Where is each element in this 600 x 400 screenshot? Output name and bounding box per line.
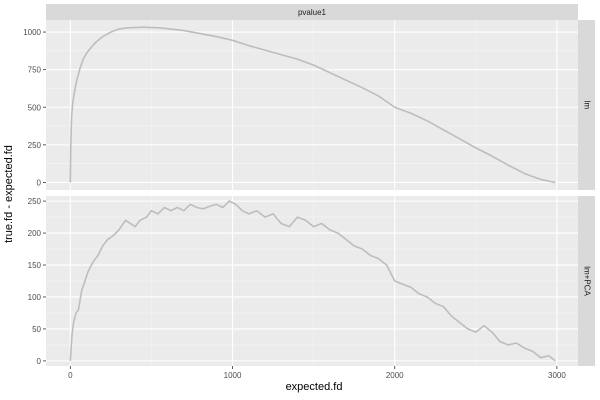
x-tick-label: 2000 [386,371,404,380]
y-tick-label: 1000 [23,28,41,37]
x-tick-label: 3000 [548,371,566,380]
y-tick-label: 250 [28,141,42,150]
panel-2: 0 50 100 150 200 250 lm+PCA 0 1000 2000 3000 [28,196,595,380]
y-tick-label: 500 [28,103,42,112]
row-strip [578,196,595,366]
row-strip-label: lm+PCA [582,266,591,296]
x-tick-label: 1000 [224,371,242,380]
panels-layer: pvalue1 0 250 500 750 1000 lm 0 50 100 150 200 250 lm… [23,4,595,380]
x-tick-label: 0 [68,371,73,380]
row-strip [578,20,595,190]
y-tick-label: 50 [32,325,41,334]
y-tick-label: 750 [28,66,42,75]
x-axis-title: expected.fd [286,381,343,393]
series-line-1 [69,26,556,184]
panel-1: 0 250 500 750 1000 lm [23,20,595,190]
y-tick-label: 150 [28,261,42,270]
y-tick-label: 100 [28,293,42,302]
column-strip-label: pvalue1 [298,8,327,17]
row-strip-label: lm [582,101,591,110]
y-tick-label: 250 [28,197,42,206]
y-tick-label: 0 [37,178,42,187]
y-tick-label: 200 [28,229,42,238]
y-tick-label: 0 [37,357,42,366]
y-axis-title: true.fd - expected.fd [3,145,15,243]
column-strip [46,4,578,20]
panel-background [46,20,578,190]
series-line-1 [69,200,556,362]
